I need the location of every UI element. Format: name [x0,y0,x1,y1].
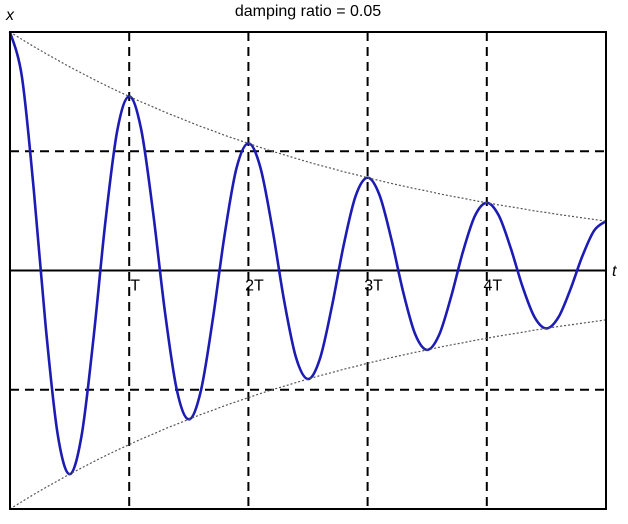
envelope-line [9,319,607,510]
y-axis-label: x [5,7,15,24]
x-tick-label: T [130,278,140,295]
envelope-line [9,31,607,222]
x-tick-label: 4T [483,278,502,295]
plot-frame [9,31,607,510]
response-line [8,31,607,476]
x-tick-label: 3T [364,278,383,295]
x-tick-label: 2T [245,278,264,295]
chart-title: damping ratio = 0.05 [235,3,381,20]
x-axis-label: t [612,263,617,280]
